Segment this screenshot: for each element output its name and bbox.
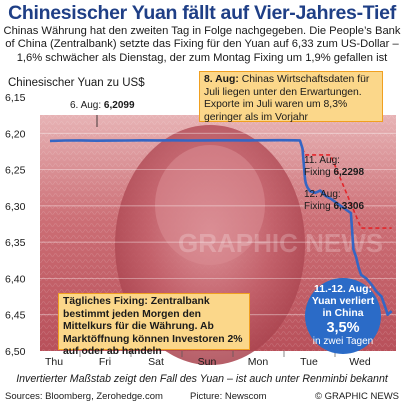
watermark-text: GRAPHIC NEWS: [178, 228, 383, 258]
y-axis-title: Chinesischer Yuan zu US$: [8, 77, 145, 89]
callout-value: 3,5%: [326, 320, 360, 336]
annotation-11aug: 11. Aug:: [304, 155, 340, 166]
annotation-12aug-value: 6,3306: [333, 201, 364, 212]
annotation-11aug-value: 6,2298: [333, 167, 364, 178]
annotation-11aug-label: 11. Aug:: [304, 155, 340, 166]
info-box-exports-date: 8. Aug:: [204, 74, 239, 85]
x-tick-label: Thu: [45, 356, 63, 368]
annotation-12aug: 12. Aug:: [304, 189, 341, 200]
callout-line2: Yuan verliert: [311, 296, 375, 307]
y-tick-label: 6,15: [5, 92, 26, 104]
y-tick-label: 6,45: [5, 310, 26, 322]
annotation-12aug-line2: Fixing 6,3306: [304, 201, 364, 212]
y-ticks: 6,15 6,20 6,25 6,30 6,35 6,40 6,45 6,50: [5, 92, 26, 358]
y-tick-label: 6,50: [5, 346, 26, 358]
info-box-exports: 8. Aug: Chinas Wirtschaftsdaten für Juli…: [199, 71, 383, 123]
callout-line3: in China: [322, 308, 364, 319]
x-tick-label: Mon: [248, 356, 269, 368]
annotation-12aug-sub: Fixing: [304, 201, 331, 212]
x-tick-label: Fri: [99, 356, 111, 368]
y-tick-label: 6,35: [5, 237, 26, 249]
y-tick-label: 6,30: [5, 201, 26, 213]
callout-line4: in zwei Tagen: [312, 336, 374, 347]
x-ticks: Thu Fri Sat Sun Mon Tue Wed: [45, 351, 371, 368]
annotation-12aug-label: 12. Aug:: [304, 189, 341, 200]
picture-credit: Picture: Newscom: [190, 391, 267, 402]
x-tick-label: Wed: [349, 356, 371, 368]
y-tick-label: 6,40: [5, 273, 26, 285]
y-tick-label: 6,20: [5, 128, 26, 140]
graphic-news-logo: © GRAPHIC NEWS: [314, 391, 399, 402]
annotation-6aug-value: 6,2099: [104, 100, 135, 111]
series-fixing: [301, 148, 392, 229]
annotation-6aug-label: 6. Aug:: [70, 100, 101, 111]
x-tick-label: Tue: [300, 356, 318, 368]
x-tick-label: Sat: [148, 356, 164, 368]
y-tick-label: 6,25: [5, 165, 26, 177]
series-yuan-line: [49, 138, 393, 316]
footnote: Invertierter Maßstab zeigt den Fall des …: [16, 373, 388, 385]
callout-bubble: 11.-12. Aug: Yuan verliert in China 3,5%…: [305, 278, 381, 354]
page-subtitle: Chinas Währung hat den zweiten Tag in Fo…: [3, 25, 401, 64]
x-tick-label: Sun: [198, 356, 217, 368]
sources: Sources: Bloomberg, Zerohedge.com: [5, 391, 163, 402]
annotation-11aug-sub: Fixing: [304, 167, 331, 178]
callout-date: 11.-12. Aug:: [314, 284, 372, 295]
info-box-fixing: Tägliches Fixing: Zentralbank bestimmt j…: [58, 293, 250, 357]
page-title: Chinesischer Yuan fällt auf Vier-Jahres-…: [8, 2, 396, 24]
annotation-6aug: 6. Aug: 6,2099: [70, 100, 135, 111]
info-box-fixing-text: Tägliches Fixing: Zentralbank bestimmt j…: [63, 296, 243, 358]
annotation-11aug-line2: Fixing 6,2298: [304, 167, 364, 178]
info-box-exports-text: Chinas Wirtschaftsdaten für Juli liegen …: [204, 74, 370, 123]
